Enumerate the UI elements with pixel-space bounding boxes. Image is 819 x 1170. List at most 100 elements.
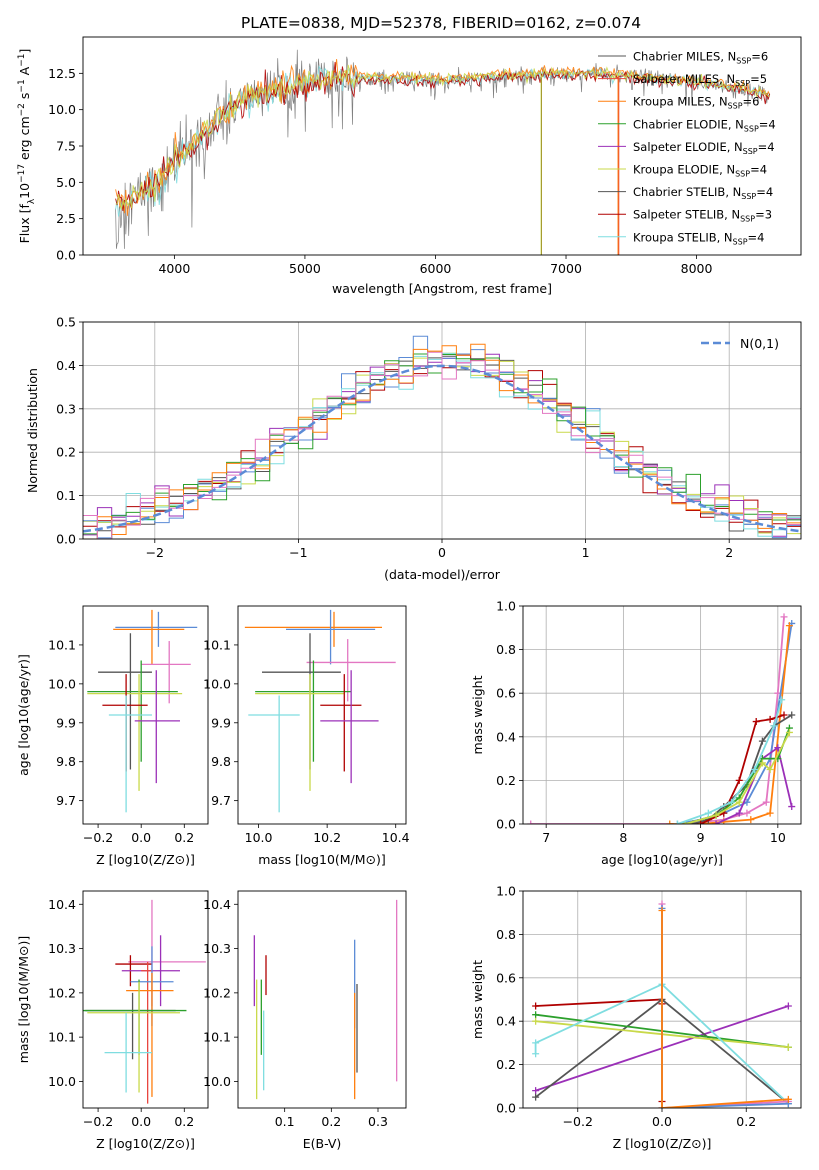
y-axis-label: Flux [fλ10−17 erg cm−2 s−1 A−1] bbox=[17, 49, 37, 244]
series-marker bbox=[704, 809, 712, 817]
y-tick-label: 10.0 bbox=[48, 676, 76, 691]
x-tick-label: 0.2 bbox=[736, 1114, 756, 1129]
y-tick-label: 2.5 bbox=[56, 211, 76, 226]
legend-tail: =4 bbox=[750, 163, 767, 177]
error-bar-point bbox=[320, 674, 362, 772]
y-tick-label: 10.3 bbox=[48, 941, 76, 956]
error-bar-point bbox=[134, 670, 180, 784]
error-bar-point bbox=[248, 695, 300, 813]
panel-age_vs_mass: 10.0 10.2 10.4 9.7 9.8 9.9 10.0 10.1 mass [log10… bbox=[203, 605, 410, 867]
series-marker bbox=[785, 622, 793, 630]
series-marker bbox=[788, 803, 796, 811]
x-tick-label: −0.2 bbox=[563, 1114, 593, 1129]
legend-entry: N(0,1) bbox=[740, 336, 779, 351]
y-tick-label: 10.0 bbox=[48, 102, 76, 117]
panel-age_vs_Z: −0.2 0.0 0.2 9.7 9.8 9.9 10.0 10.1 Z [log10(Z/Z⊙… bbox=[16, 605, 209, 867]
series-marker bbox=[532, 1050, 540, 1058]
y-tick-label: 0.0 bbox=[56, 532, 76, 547]
axes-frame bbox=[237, 605, 407, 825]
x-tick-label: 0.2 bbox=[321, 1114, 341, 1129]
figure-title: PLATE=0838, MJD=52378, FIBERID=0162, z=0… bbox=[241, 14, 641, 32]
y-tick-label: 0.1 bbox=[56, 488, 76, 503]
series-marker bbox=[766, 766, 774, 773]
weight-series bbox=[666, 622, 793, 824]
series-marker bbox=[712, 811, 720, 819]
panel-massweight_vs_age: 7 8 9 10 0.0 0.2 0.4 0.6 0.8 1.0 age [log10(age/yr… bbox=[470, 599, 802, 867]
y-tick-label: 0.4 bbox=[496, 729, 516, 744]
series-marker bbox=[788, 711, 796, 719]
y-tick-label: 0.4 bbox=[56, 358, 76, 373]
legend-sub: SSP bbox=[743, 147, 758, 156]
series-marker bbox=[762, 798, 770, 806]
x-tick-label: 10.4 bbox=[382, 830, 410, 845]
y-tick-label: 0.0 bbox=[496, 1101, 516, 1116]
plot-area bbox=[527, 613, 796, 824]
axes-frame bbox=[522, 890, 802, 1109]
legend-label: Salpeter ELODIE, N bbox=[633, 140, 743, 154]
x-tick-label: −2 bbox=[146, 545, 164, 560]
y-tick-label: 9.7 bbox=[211, 793, 231, 808]
series-line bbox=[669, 625, 791, 824]
y-tick-label: 0.0 bbox=[496, 817, 516, 832]
legend-tail: =4 bbox=[758, 140, 775, 154]
legend-sub: SSP bbox=[741, 192, 756, 201]
legend-label: Kroupa ELODIE, N bbox=[633, 163, 735, 177]
y-tick-label: 10.4 bbox=[203, 897, 231, 912]
error-bar-point bbox=[87, 660, 178, 762]
panel-mass_vs_Z: −0.2 0.0 0.2 10.0 10.1 10.2 10.3 10.4 Z [log10(Z… bbox=[16, 890, 209, 1151]
y-tick-label: 9.9 bbox=[211, 715, 231, 730]
series-marker bbox=[778, 696, 786, 704]
error-bar-point bbox=[85, 992, 176, 1060]
series-marker bbox=[658, 907, 666, 915]
series-marker bbox=[532, 1011, 540, 1019]
y-tick-label: 9.8 bbox=[56, 754, 76, 769]
y-label-part: −1 bbox=[17, 79, 27, 92]
y-label-part: A bbox=[17, 66, 32, 79]
y-axis-label: mass weight bbox=[470, 960, 485, 1039]
legend-sub: SSP bbox=[733, 237, 748, 246]
axes-frame bbox=[237, 890, 407, 1109]
y-axis-label: age [log10(age/yr)] bbox=[16, 654, 31, 776]
y-tick-label: 12.5 bbox=[48, 66, 76, 81]
series-marker bbox=[532, 1017, 540, 1025]
legend-entry: Kroupa MILES, NSSP=6 bbox=[633, 95, 759, 111]
series-marker bbox=[658, 1104, 666, 1108]
error-bar-point bbox=[141, 961, 152, 1104]
legend-label: Kroupa MILES, N bbox=[633, 95, 728, 109]
legend-sub: SSP bbox=[736, 57, 751, 66]
x-tick-label: 0.1 bbox=[275, 1114, 295, 1129]
series-marker bbox=[712, 820, 720, 824]
legend-entry: Chabrier STELIB, NSSP=4 bbox=[633, 185, 773, 201]
series-marker bbox=[697, 820, 705, 824]
series-line bbox=[534, 983, 790, 1105]
x-tick-label: 0.2 bbox=[174, 830, 194, 845]
y-tick-label: 5.0 bbox=[56, 175, 76, 190]
legend-sub: SSP bbox=[744, 124, 759, 133]
model-spectrum bbox=[115, 61, 771, 211]
series-marker bbox=[532, 1002, 540, 1010]
error-bar-point bbox=[286, 609, 376, 665]
axes-frame bbox=[82, 36, 802, 256]
y-tick-label: 1.0 bbox=[496, 884, 516, 899]
x-axis-label: Z [log10(Z/Z⊙)] bbox=[96, 1136, 195, 1151]
y-label-part: s bbox=[17, 93, 32, 104]
y-tick-label: 10.1 bbox=[203, 637, 231, 652]
x-tick-label: 0.0 bbox=[131, 830, 151, 845]
axes-frame bbox=[82, 890, 209, 1109]
series-line bbox=[661, 908, 789, 1108]
y-tick-label: 10.3 bbox=[203, 941, 231, 956]
x-tick-label: 9 bbox=[697, 830, 705, 845]
error-bar-point bbox=[104, 1012, 152, 1093]
series-marker bbox=[780, 613, 788, 621]
series-marker bbox=[728, 798, 735, 806]
series-marker bbox=[673, 820, 681, 824]
legend-label: Salpeter MILES, N bbox=[633, 72, 735, 86]
series-line bbox=[661, 910, 789, 1108]
legend-tail: =4 bbox=[756, 185, 773, 199]
weight-series bbox=[712, 744, 796, 824]
normal-curve bbox=[83, 364, 801, 533]
error-bar-point bbox=[108, 695, 152, 813]
y-tick-label: 0.5 bbox=[56, 315, 76, 330]
x-tick-label: 8000 bbox=[681, 261, 713, 276]
